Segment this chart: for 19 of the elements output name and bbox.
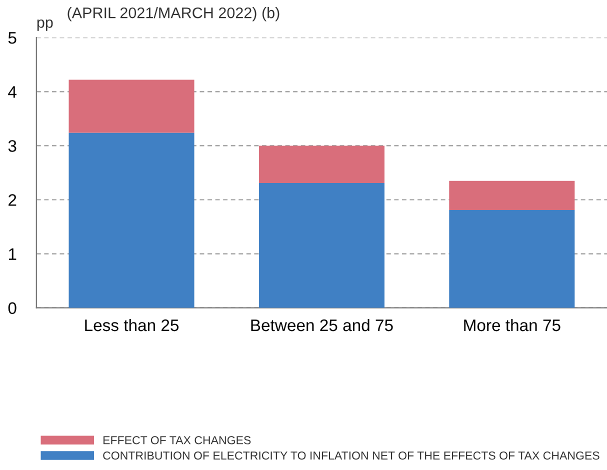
y-tick-label: 1: [8, 248, 16, 260]
x-tick-label: Between 25 and 75: [251, 318, 393, 332]
chart-title: (APRIL 2021/MARCH 2022) (b): [68, 7, 280, 22]
bar: [258, 146, 384, 183]
legend-label: EFFECT OF TAX CHANGES: [103, 436, 251, 444]
y-tick-label: 5: [8, 32, 16, 44]
bar: [68, 132, 194, 308]
x-tick-label: More than 75: [464, 318, 560, 332]
x-tick-label: Less than 25: [85, 318, 179, 332]
bar: [68, 80, 194, 133]
bar: [449, 210, 575, 308]
y-tick-label: 4: [8, 86, 16, 98]
y-tick-label: 2: [8, 194, 16, 206]
y-axis-title: pp: [37, 19, 53, 31]
legend-label: CONTRIBUTION OF ELECTRICITY TO INFLATION NET OF THE EFFECTS OF TAX CHANGES: [103, 451, 600, 460]
bar: [258, 182, 384, 308]
y-tick-label: 0: [8, 302, 16, 314]
bar: [449, 180, 575, 210]
y-tick-label: 3: [8, 140, 16, 152]
